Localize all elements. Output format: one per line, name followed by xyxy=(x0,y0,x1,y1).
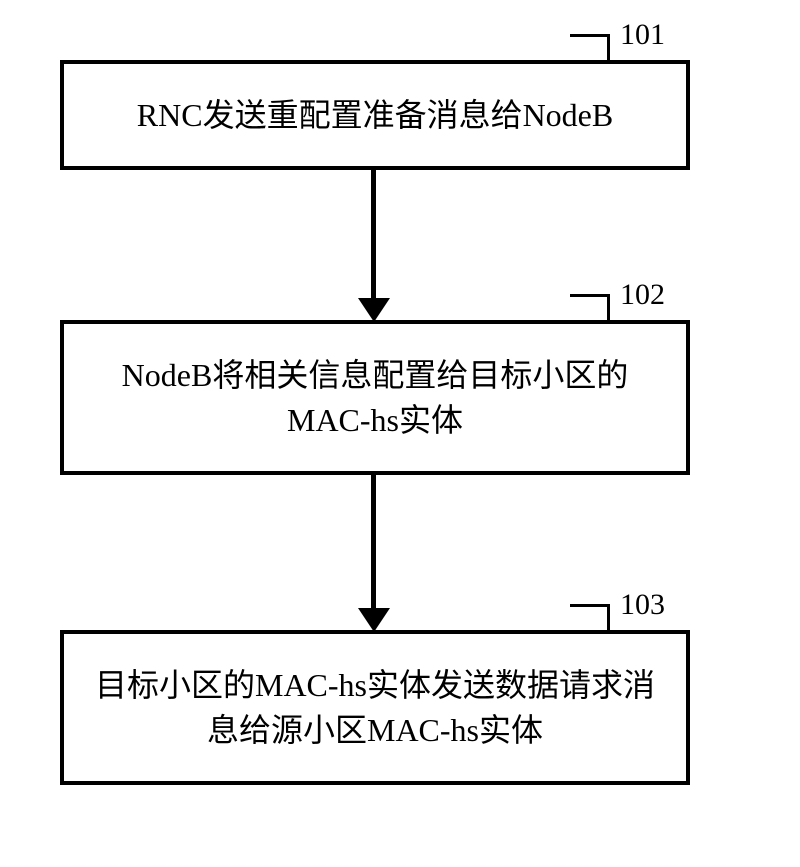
flow-node-2: NodeB将相关信息配置给目标小区的MAC-hs实体 xyxy=(60,320,690,475)
label-connector-2 xyxy=(570,294,610,324)
flow-node-1-label: 101 xyxy=(620,18,665,52)
arrow-1-head xyxy=(358,298,390,322)
flow-node-2-text: NodeB将相关信息配置给目标小区的MAC-hs实体 xyxy=(84,353,666,443)
arrow-1-line xyxy=(371,170,376,300)
label-connector-1 xyxy=(570,34,610,64)
flow-node-3: 目标小区的MAC-hs实体发送数据请求消息给源小区MAC-hs实体 xyxy=(60,630,690,785)
flow-node-3-label: 103 xyxy=(620,588,665,622)
flow-node-2-label: 102 xyxy=(620,278,665,312)
flow-node-1: RNC发送重配置准备消息给NodeB xyxy=(60,60,690,170)
arrow-2-line xyxy=(371,475,376,610)
flow-node-1-text: RNC发送重配置准备消息给NodeB xyxy=(137,93,613,138)
arrow-2-head xyxy=(358,608,390,632)
flow-node-3-text: 目标小区的MAC-hs实体发送数据请求消息给源小区MAC-hs实体 xyxy=(84,663,666,753)
label-connector-3 xyxy=(570,604,610,634)
